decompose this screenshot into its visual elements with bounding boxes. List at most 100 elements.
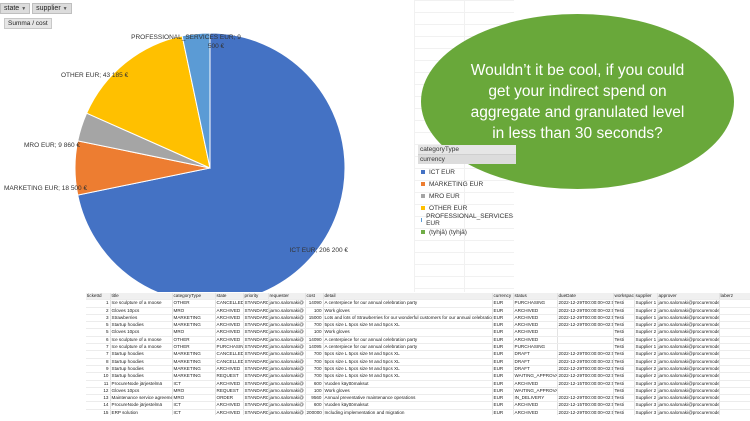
table-cell[interactable]: ARCHIVED (513, 314, 558, 323)
table-cell[interactable]: Testi (613, 336, 635, 345)
table-cell[interactable]: PURCHASING (513, 343, 558, 352)
table-cell[interactable]: 2022-12-15T00:00:00+02:00 (557, 401, 614, 410)
table-cell[interactable]: EUR (492, 350, 514, 359)
table-cell[interactable]: Testi (613, 358, 635, 366)
table-cell[interactable]: STANDARD (243, 321, 269, 330)
table-cell[interactable]: Startup hoodies (110, 321, 173, 330)
table-cell[interactable]: STANDARD (243, 299, 269, 308)
table-cell[interactable]: STANDARD (243, 409, 269, 415)
table-cell[interactable]: MRO (172, 394, 216, 403)
table-cell[interactable]: 2022-12-29T00:00:00+02:00 (557, 394, 614, 403)
table-cell[interactable]: jarno.salomaki@ (268, 350, 306, 359)
legend-title[interactable]: categoryType (418, 145, 516, 155)
table-cell[interactable]: Ice sculpture of a moose (110, 299, 173, 308)
table-cell[interactable]: 5pcs size L 5pcs size M and 5pcs XL (323, 321, 493, 330)
table-cell[interactable]: STANDARD (243, 387, 269, 396)
table-cell[interactable]: jarno.salomaki@procuremode.com (657, 321, 720, 330)
table-cell[interactable]: 200000 (305, 409, 324, 415)
table-cell[interactable] (719, 343, 750, 352)
table-cell[interactable] (557, 336, 614, 345)
table-cell[interactable]: 2022-12-29T00:00:00+02:00 (557, 365, 614, 374)
table-cell[interactable]: OTHER (172, 299, 216, 308)
table-cell[interactable]: 5 (86, 321, 111, 330)
table-cell[interactable] (719, 409, 750, 415)
table-cell[interactable] (719, 299, 750, 308)
filter-supplier-button[interactable]: supplier ▼ (32, 3, 72, 14)
table-cell[interactable] (719, 328, 750, 337)
table-cell[interactable]: Startup hoodies (110, 350, 173, 359)
table-cell[interactable]: EUR (492, 314, 514, 323)
table-cell[interactable]: CANCELLED (215, 358, 244, 366)
table-cell[interactable] (719, 394, 750, 403)
table-cell[interactable]: DRAFT (513, 350, 558, 359)
table-cell[interactable]: STANDARD (243, 336, 269, 345)
table-cell[interactable]: jarno.salomaki@ (268, 372, 306, 381)
table-cell[interactable]: ARCHIVED (513, 401, 558, 410)
table-cell[interactable]: Supplier 1 (634, 336, 658, 345)
table-cell[interactable]: STANDARD (243, 350, 269, 359)
table-cell[interactable]: A centerpiece for our annual celebration… (323, 336, 493, 345)
table-cell[interactable]: IN_DELIVERY (513, 394, 558, 403)
table-cell[interactable]: A centerpiece for our annual celebration… (323, 299, 493, 308)
table-cell[interactable]: jarno.salomaki@procuremode.com (657, 372, 720, 381)
table-cell[interactable]: EUR (492, 365, 514, 374)
table-cell[interactable]: 2022-12-29T00:00:00+02:00 (557, 321, 614, 330)
table-cell[interactable]: A centerpiece for our annual celebration… (323, 343, 493, 352)
table-cell[interactable]: jarno.salomaki@ (268, 387, 306, 396)
table-cell[interactable]: EUR (492, 372, 514, 381)
table-cell[interactable]: Maintenance service agreement (110, 394, 173, 403)
table-cell[interactable]: STANDARD (243, 380, 269, 388)
table-cell[interactable]: EUR (492, 343, 514, 352)
table-cell[interactable]: jarno.salomaki@ (268, 314, 306, 323)
table-cell[interactable]: Vuoden käyttömaksut (323, 380, 493, 388)
column-header[interactable]: cost (305, 293, 324, 301)
table-cell[interactable]: 100 (305, 307, 324, 315)
table-cell[interactable]: 3 (86, 314, 111, 323)
table-cell[interactable]: Vuoden käyttömaksut (323, 401, 493, 410)
table-cell[interactable]: PURCHASING (513, 299, 558, 308)
table-cell[interactable]: ProcureNode järjestelmä (110, 401, 173, 410)
table-cell[interactable]: EUR (492, 307, 514, 315)
table-cell[interactable]: STANDARD (243, 372, 269, 381)
table-cell[interactable]: Supplier 1 (634, 314, 658, 323)
table-cell[interactable]: ARCHIVED (215, 409, 244, 415)
table-cell[interactable]: MARKETING (172, 350, 216, 359)
table-cell[interactable]: ICT (172, 380, 216, 388)
table-cell[interactable]: 12 (86, 387, 111, 396)
table-cell[interactable]: ARCHIVED (215, 321, 244, 330)
table-cell[interactable]: ARCHIVED (513, 409, 558, 415)
table-cell[interactable]: WAITING_APPROVAL (513, 387, 558, 396)
table-cell[interactable]: CANCELLED (215, 350, 244, 359)
table-cell[interactable]: jarno.salomaki@procuremode.com (657, 387, 720, 396)
table-cell[interactable] (719, 365, 750, 374)
table-cell[interactable]: 5pcs size L 5pcs size M and 5pcs XL (323, 358, 493, 366)
table-cell[interactable] (719, 307, 750, 315)
table-cell[interactable]: ARCHIVED (513, 307, 558, 315)
column-header[interactable]: supplier (634, 293, 658, 301)
table-cell[interactable]: 5pcs size L 5pcs size M and 5pcs XL (323, 365, 493, 374)
table-cell[interactable]: 10 (86, 372, 111, 381)
table-cell[interactable]: 14095 (305, 343, 324, 352)
legend-item[interactable]: PROFESSIONAL_SERVICES EUR (418, 213, 516, 227)
table-cell[interactable]: ARCHIVED (513, 380, 558, 388)
table-cell[interactable]: MARKETING (172, 372, 216, 381)
column-header[interactable]: laberz (719, 293, 750, 301)
table-cell[interactable]: 100 (305, 387, 324, 396)
table-cell[interactable]: jarno.salomaki@ (268, 328, 306, 337)
table-cell[interactable]: jarno.salomaki@procuremode.com (657, 328, 720, 337)
column-header[interactable]: approver (657, 293, 720, 301)
table-cell[interactable]: EUR (492, 380, 514, 388)
table-cell[interactable]: MRO (172, 387, 216, 396)
table-cell[interactable] (719, 336, 750, 345)
table-cell[interactable]: REQUEST (215, 372, 244, 381)
table-cell[interactable]: 700 (305, 372, 324, 381)
table-cell[interactable]: MRO (172, 328, 216, 337)
table-cell[interactable]: STANDARD (243, 365, 269, 374)
table-cell[interactable]: Testi (613, 350, 635, 359)
table-cell[interactable]: STANDARD (243, 394, 269, 403)
column-header[interactable]: dueDate (557, 293, 614, 301)
table-cell[interactable]: 1 (86, 299, 111, 308)
table-cell[interactable]: ARCHIVED (215, 328, 244, 337)
table-cell[interactable]: jarno.salomaki@ (268, 299, 306, 308)
table-cell[interactable]: ARCHIVED (513, 321, 558, 330)
